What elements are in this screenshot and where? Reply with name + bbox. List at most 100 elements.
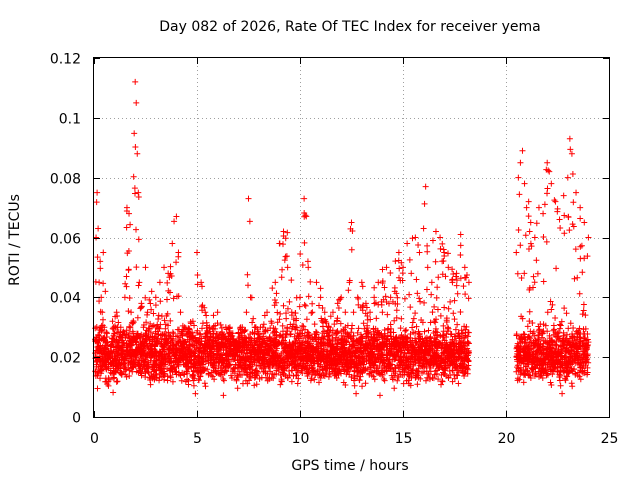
data-point xyxy=(437,312,444,319)
data-point xyxy=(101,324,108,331)
data-point xyxy=(440,258,447,265)
data-point xyxy=(552,358,559,365)
axis-ticks xyxy=(94,58,610,418)
data-point xyxy=(465,349,472,356)
data-point xyxy=(241,328,248,335)
data-point xyxy=(393,314,400,321)
data-point xyxy=(161,370,168,377)
data-point xyxy=(413,348,420,355)
y-tick-label: 0.04 xyxy=(50,291,81,307)
data-point xyxy=(265,343,272,350)
data-point xyxy=(553,357,560,364)
data-point xyxy=(544,185,551,192)
data-point xyxy=(301,213,308,220)
data-point xyxy=(417,298,424,305)
data-point xyxy=(211,376,218,383)
data-point xyxy=(406,291,413,298)
data-point xyxy=(123,273,130,280)
data-point xyxy=(420,368,427,375)
data-point xyxy=(170,295,177,302)
data-point xyxy=(190,382,197,389)
data-point xyxy=(521,331,528,338)
data-point xyxy=(517,159,524,166)
data-point xyxy=(324,333,331,340)
data-point xyxy=(239,343,246,350)
data-point xyxy=(573,189,580,196)
data-point xyxy=(295,375,302,382)
data-point xyxy=(277,371,284,378)
data-point xyxy=(556,377,563,384)
data-point xyxy=(531,234,538,241)
data-point xyxy=(532,364,539,371)
data-point xyxy=(228,372,235,379)
data-point xyxy=(360,320,367,327)
data-point xyxy=(385,360,392,367)
data-point xyxy=(424,242,431,249)
data-point xyxy=(194,327,201,334)
data-point xyxy=(429,345,436,352)
data-point xyxy=(584,351,591,358)
data-point xyxy=(457,308,464,315)
data-point xyxy=(409,319,416,326)
data-point xyxy=(210,323,217,330)
data-point xyxy=(412,310,419,317)
data-point xyxy=(562,336,569,343)
data-point xyxy=(288,277,295,284)
data-point xyxy=(577,376,584,383)
data-point xyxy=(440,322,447,329)
data-point xyxy=(289,323,296,330)
data-point xyxy=(400,360,407,367)
data-point xyxy=(202,337,209,344)
data-point xyxy=(120,328,127,335)
data-point xyxy=(387,294,394,301)
data-point xyxy=(570,366,577,373)
data-point xyxy=(438,371,445,378)
data-point xyxy=(186,357,193,364)
data-point xyxy=(441,337,448,344)
data-point xyxy=(416,249,423,256)
data-point xyxy=(576,373,583,380)
data-point xyxy=(252,349,259,356)
data-point xyxy=(111,330,118,337)
data-point xyxy=(305,332,312,339)
data-point xyxy=(284,327,291,334)
data-point xyxy=(160,365,167,372)
data-point xyxy=(283,253,290,260)
data-point xyxy=(239,360,246,367)
data-point xyxy=(404,363,411,370)
data-point xyxy=(551,197,558,204)
data-point xyxy=(348,246,355,253)
data-point xyxy=(235,347,242,354)
data-point xyxy=(404,240,411,247)
data-point xyxy=(457,242,464,249)
data-point xyxy=(318,345,325,352)
data-point xyxy=(132,78,139,85)
data-point xyxy=(133,264,140,271)
data-point xyxy=(255,330,262,337)
data-point xyxy=(210,330,217,337)
data-point xyxy=(584,371,591,378)
data-point xyxy=(396,362,403,369)
data-point xyxy=(405,377,412,384)
data-point xyxy=(266,352,273,359)
data-point xyxy=(269,285,276,292)
data-point xyxy=(564,174,571,181)
x-tick-label: 15 xyxy=(395,431,413,447)
x-tick-label: 5 xyxy=(193,431,202,447)
data-point xyxy=(392,340,399,347)
data-point xyxy=(311,321,318,328)
data-point xyxy=(400,380,407,387)
data-point xyxy=(407,304,414,311)
data-point xyxy=(284,229,291,236)
data-point xyxy=(527,219,534,226)
data-point xyxy=(387,269,394,276)
data-point xyxy=(189,318,196,325)
plot-frame xyxy=(93,57,610,418)
data-point xyxy=(150,310,157,317)
data-point xyxy=(523,204,530,211)
data-point xyxy=(350,332,357,339)
data-point xyxy=(525,245,532,252)
data-point xyxy=(210,312,217,319)
data-point xyxy=(329,327,336,334)
data-point xyxy=(111,374,118,381)
